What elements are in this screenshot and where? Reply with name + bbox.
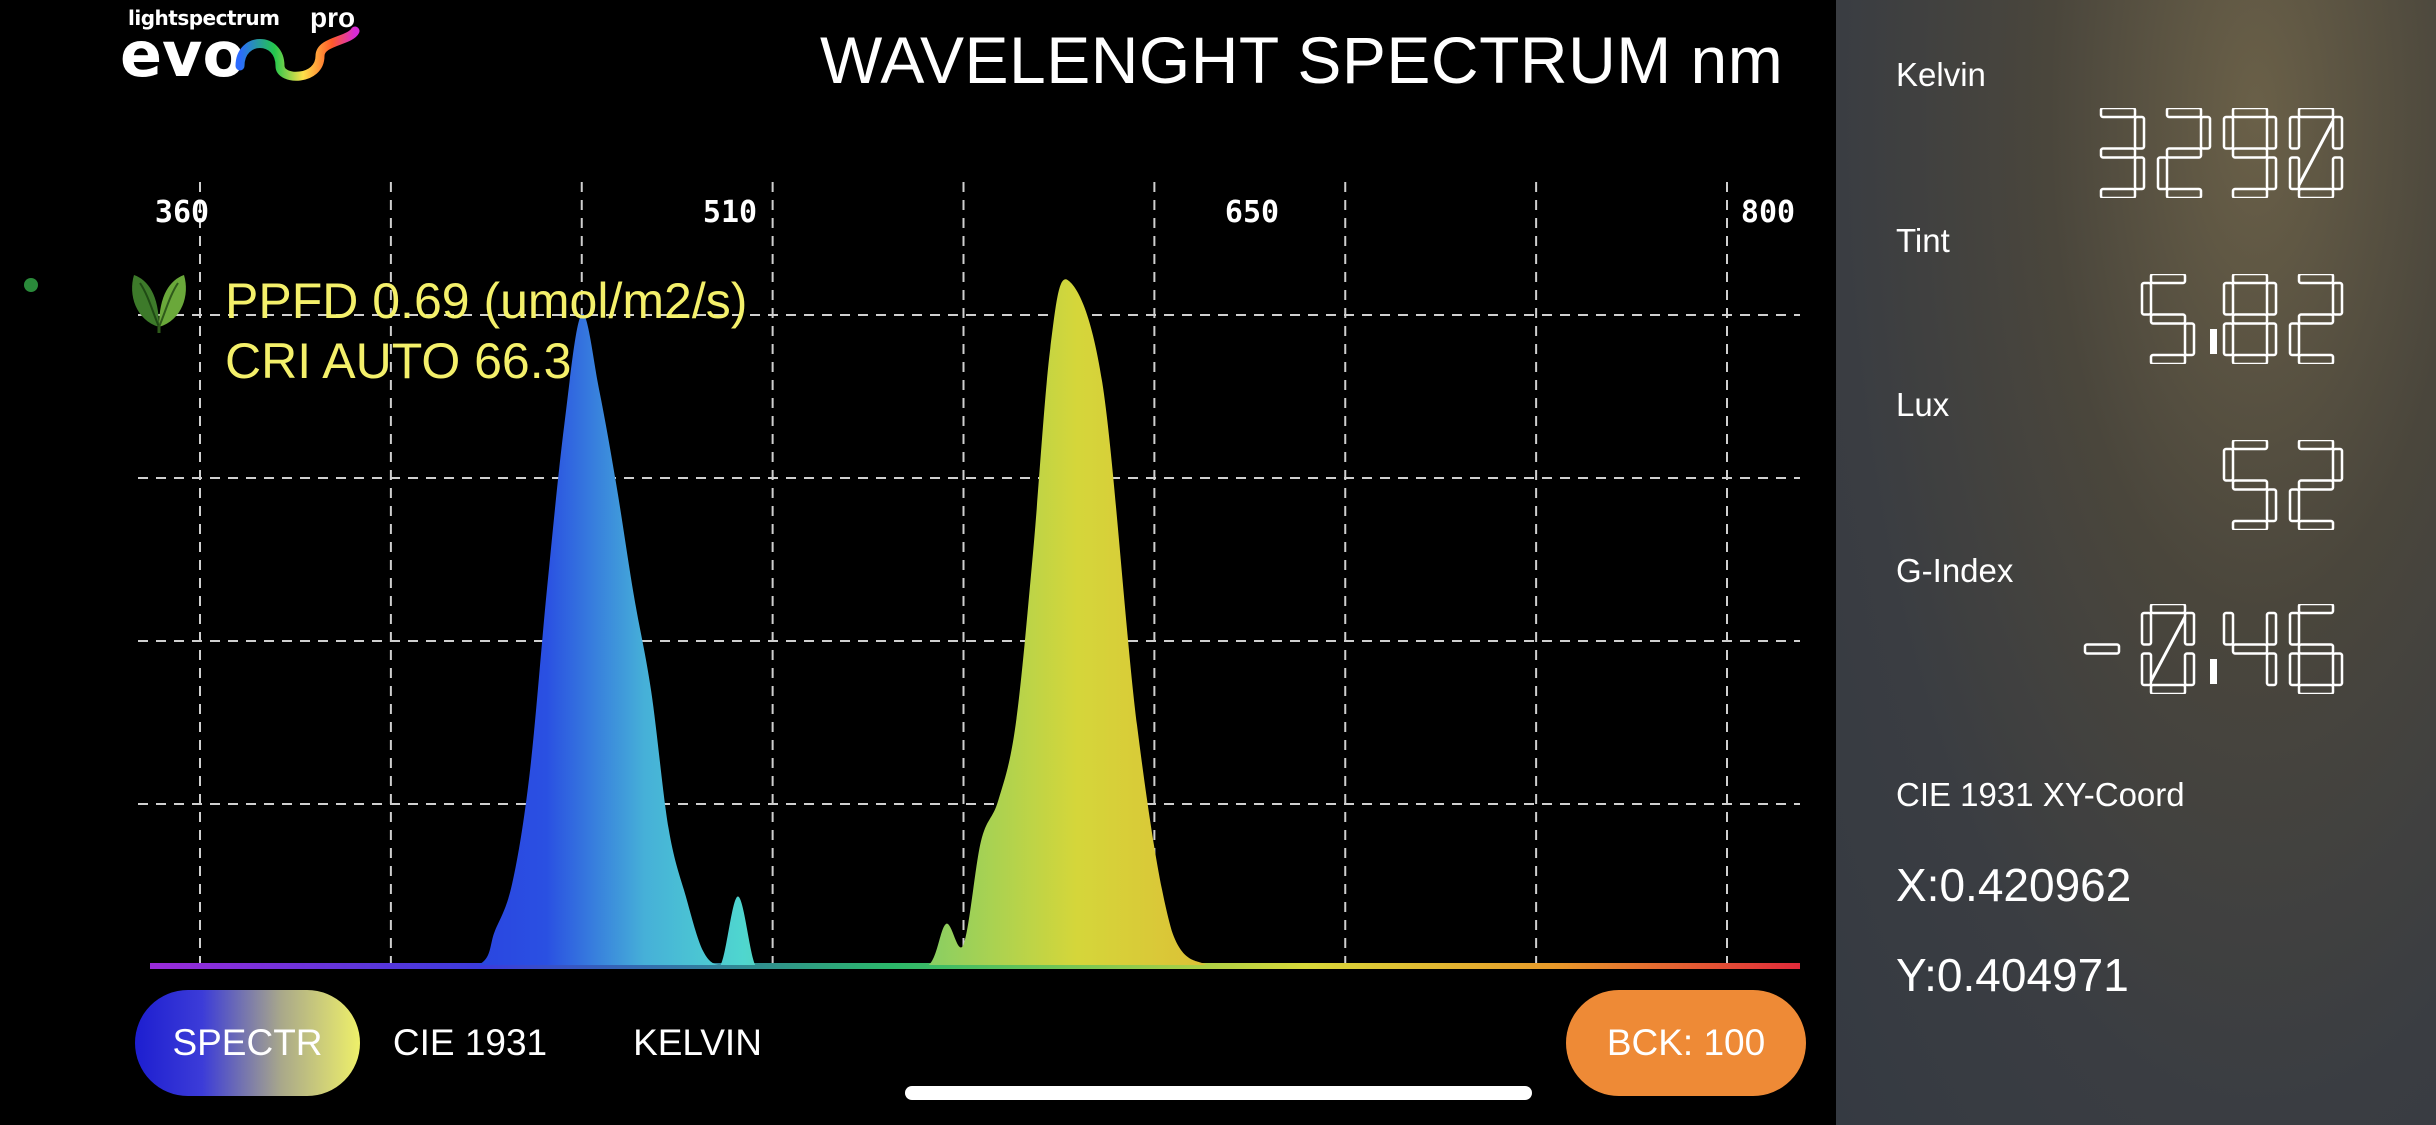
ppfd-readout: PPFD 0.69 (umol/m2/s) <box>225 273 748 329</box>
x-coord-value: X:0.420962 <box>1896 859 2132 911</box>
home-indicator[interactable] <box>905 1086 1532 1100</box>
x-tick-label: 800 <box>1741 195 1795 230</box>
tint-label: Tint <box>1896 222 1950 259</box>
brand-pro-text: pro <box>310 2 356 33</box>
kelvin-label: Kelvin <box>1896 56 1986 93</box>
spectrum-baseline <box>150 963 1800 969</box>
tab-spectrum[interactable]: SPECTR <box>135 990 360 1096</box>
status-dot-icon <box>24 278 38 292</box>
x-tick-label: 650 <box>1225 195 1279 230</box>
chart-x-ticks: 360 510 650 800 <box>155 195 1795 230</box>
leaf-icon <box>126 265 192 335</box>
cri-readout: CRI AUTO 66.3 <box>225 333 572 389</box>
lux-label: Lux <box>1896 386 1950 423</box>
x-tick-label: 360 <box>155 195 209 230</box>
brand-top-text: lightspectrum <box>128 6 280 30</box>
measurement-panel: Kelvin Tint Lux G-Index CIE 1931 XY-Coor… <box>1836 0 2436 1125</box>
lux-value <box>2222 440 2344 530</box>
background-button[interactable]: BCK: 100 <box>1566 990 1806 1096</box>
spectrum-chart-svg: 360 510 650 800 <box>138 182 1800 969</box>
spectrum-chart: 360 510 650 800 <box>138 182 1800 969</box>
app-logo: lightspectrum pro evo <box>120 2 370 86</box>
chart-grid <box>138 182 1800 965</box>
evo-logo-icon: evo <box>120 26 360 86</box>
x-tick-label: 510 <box>703 195 757 230</box>
gindex-value <box>2083 604 2344 694</box>
chart-series <box>150 279 1800 969</box>
y-coord-value: Y:0.404971 <box>1896 949 2129 1001</box>
brand-name-text: evo <box>120 26 245 86</box>
tab-cie-1931[interactable]: CIE 1931 <box>392 1022 548 1063</box>
tint-value <box>2140 274 2344 364</box>
spectrum-area <box>200 279 1727 965</box>
tab-kelvin[interactable]: KELVIN <box>633 1022 762 1063</box>
page-title: WAVELENGHT SPECTRUM nm <box>820 23 1784 97</box>
kelvin-value <box>2099 108 2344 198</box>
cie-coord-label: CIE 1931 XY-Coord <box>1896 776 2185 813</box>
gindex-label: G-Index <box>1896 552 2014 589</box>
